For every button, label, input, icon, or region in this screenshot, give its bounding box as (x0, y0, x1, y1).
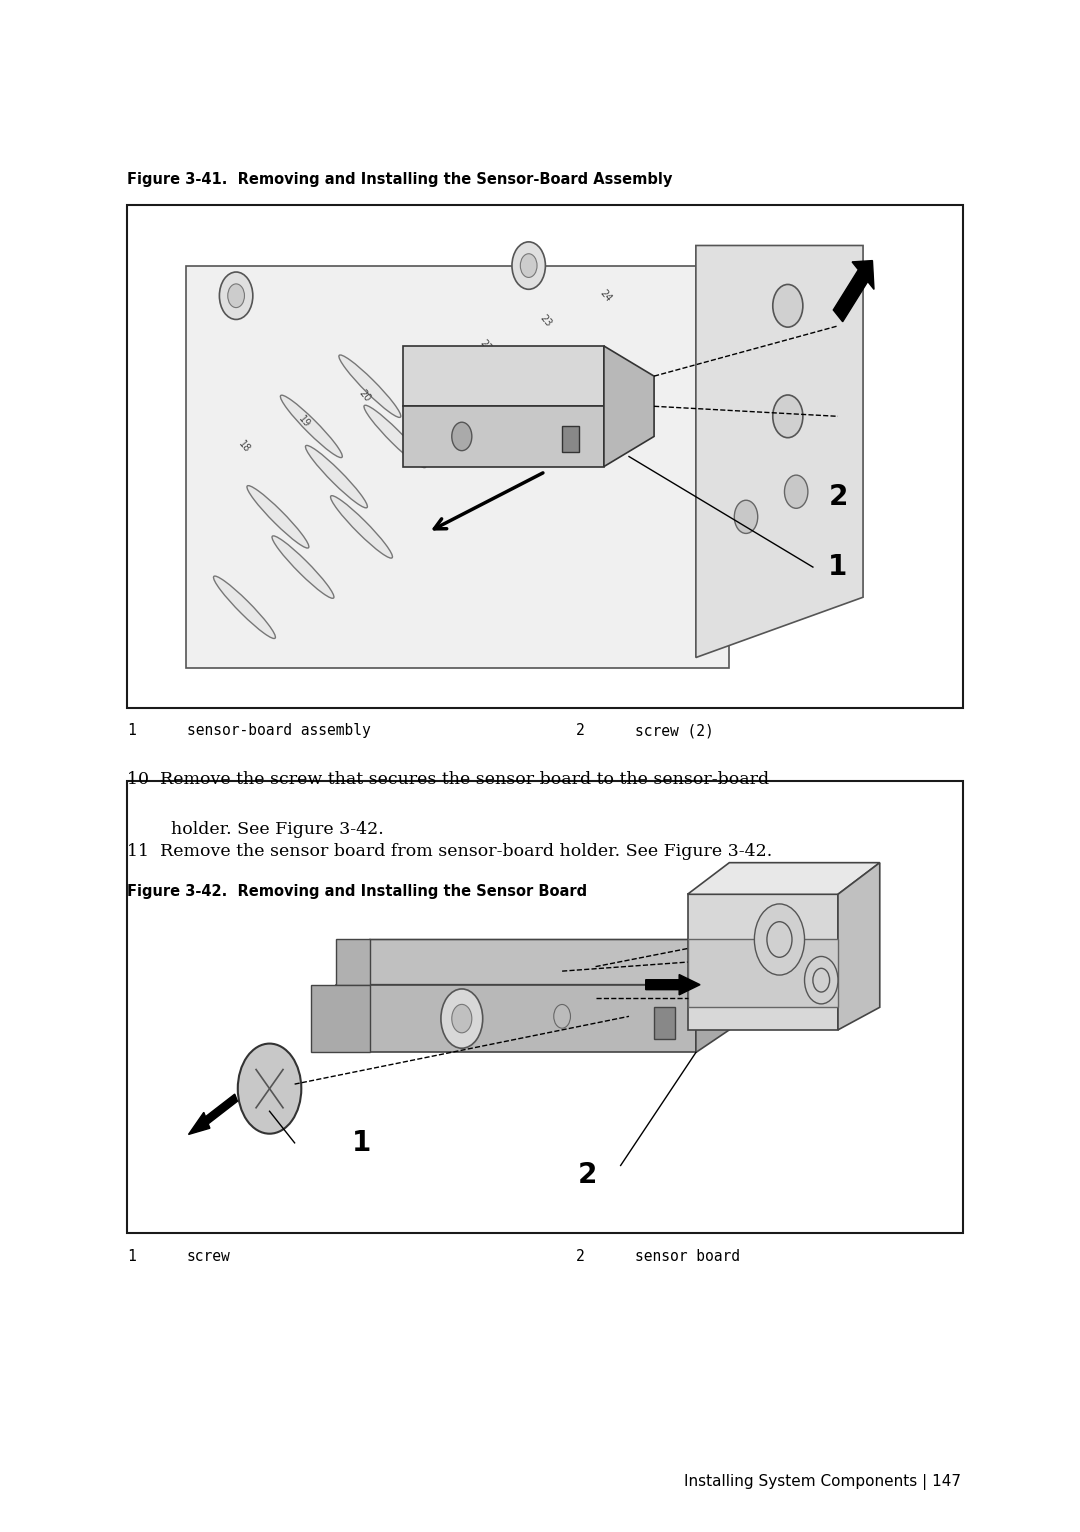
Text: holder. See Figure 3-42.: holder. See Figure 3-42. (171, 821, 383, 838)
Text: 22: 22 (477, 339, 494, 354)
Bar (688, 939, 838, 1008)
Text: 19: 19 (297, 414, 312, 429)
Polygon shape (688, 895, 838, 1030)
Text: 1: 1 (352, 1129, 372, 1157)
Polygon shape (186, 265, 729, 668)
Text: Installing System Components | 147: Installing System Components | 147 (685, 1474, 961, 1489)
Circle shape (441, 990, 483, 1048)
Text: Figure 3-41.  Removing and Installing the Sensor-Board Assembly: Figure 3-41. Removing and Installing the… (127, 172, 673, 187)
Bar (654, 1008, 675, 1039)
Polygon shape (696, 245, 863, 657)
Circle shape (773, 395, 802, 438)
Text: 2: 2 (578, 1161, 597, 1189)
Ellipse shape (281, 395, 342, 458)
Circle shape (451, 423, 472, 450)
Polygon shape (838, 863, 880, 1030)
Ellipse shape (247, 486, 309, 548)
Circle shape (734, 501, 758, 533)
Text: 24: 24 (597, 288, 613, 303)
Text: 1: 1 (828, 553, 848, 581)
Ellipse shape (364, 404, 426, 467)
Text: 1: 1 (127, 1249, 136, 1264)
Text: sensor-board assembly: sensor-board assembly (187, 723, 370, 738)
Circle shape (773, 285, 802, 328)
Polygon shape (337, 939, 729, 985)
Circle shape (554, 1005, 570, 1028)
Text: sensor board: sensor board (635, 1249, 740, 1264)
Circle shape (228, 283, 244, 308)
FancyArrow shape (189, 1094, 238, 1135)
Text: screw (2): screw (2) (635, 723, 714, 738)
Circle shape (451, 1005, 472, 1033)
Circle shape (784, 475, 808, 509)
FancyArrow shape (646, 974, 700, 994)
Bar (127, 781, 963, 1233)
Circle shape (813, 968, 829, 993)
Text: 11  Remove the sensor board from sensor-board holder. See Figure 3-42.: 11 Remove the sensor board from sensor-b… (127, 843, 772, 859)
Bar (562, 426, 579, 452)
Circle shape (805, 956, 838, 1003)
Polygon shape (403, 346, 604, 406)
Ellipse shape (306, 446, 367, 509)
Polygon shape (696, 939, 729, 1052)
Bar (127, 205, 963, 708)
Circle shape (238, 1043, 301, 1134)
Circle shape (521, 254, 537, 277)
Polygon shape (688, 863, 880, 895)
Polygon shape (604, 346, 654, 467)
Circle shape (219, 273, 253, 320)
Polygon shape (311, 985, 369, 1052)
Text: 20: 20 (357, 388, 373, 404)
Ellipse shape (272, 536, 334, 599)
Text: 10  Remove the screw that secures the sensor board to the sensor-board: 10 Remove the screw that secures the sen… (127, 771, 770, 787)
Circle shape (512, 242, 545, 290)
Text: Figure 3-42.  Removing and Installing the Sensor Board: Figure 3-42. Removing and Installing the… (127, 884, 588, 899)
Polygon shape (337, 985, 696, 1052)
Polygon shape (337, 939, 369, 985)
Text: 23: 23 (538, 313, 553, 329)
Text: 21: 21 (417, 363, 433, 378)
Polygon shape (403, 406, 604, 467)
Text: screw: screw (187, 1249, 231, 1264)
Ellipse shape (214, 576, 275, 639)
FancyArrow shape (834, 260, 874, 322)
Ellipse shape (339, 355, 401, 417)
Circle shape (755, 904, 805, 974)
Text: 2: 2 (576, 1249, 584, 1264)
Circle shape (767, 922, 792, 958)
Text: 18: 18 (237, 438, 253, 455)
Text: 2: 2 (576, 723, 584, 738)
Ellipse shape (330, 496, 392, 558)
Text: 1: 1 (127, 723, 136, 738)
Text: 2: 2 (828, 483, 848, 510)
